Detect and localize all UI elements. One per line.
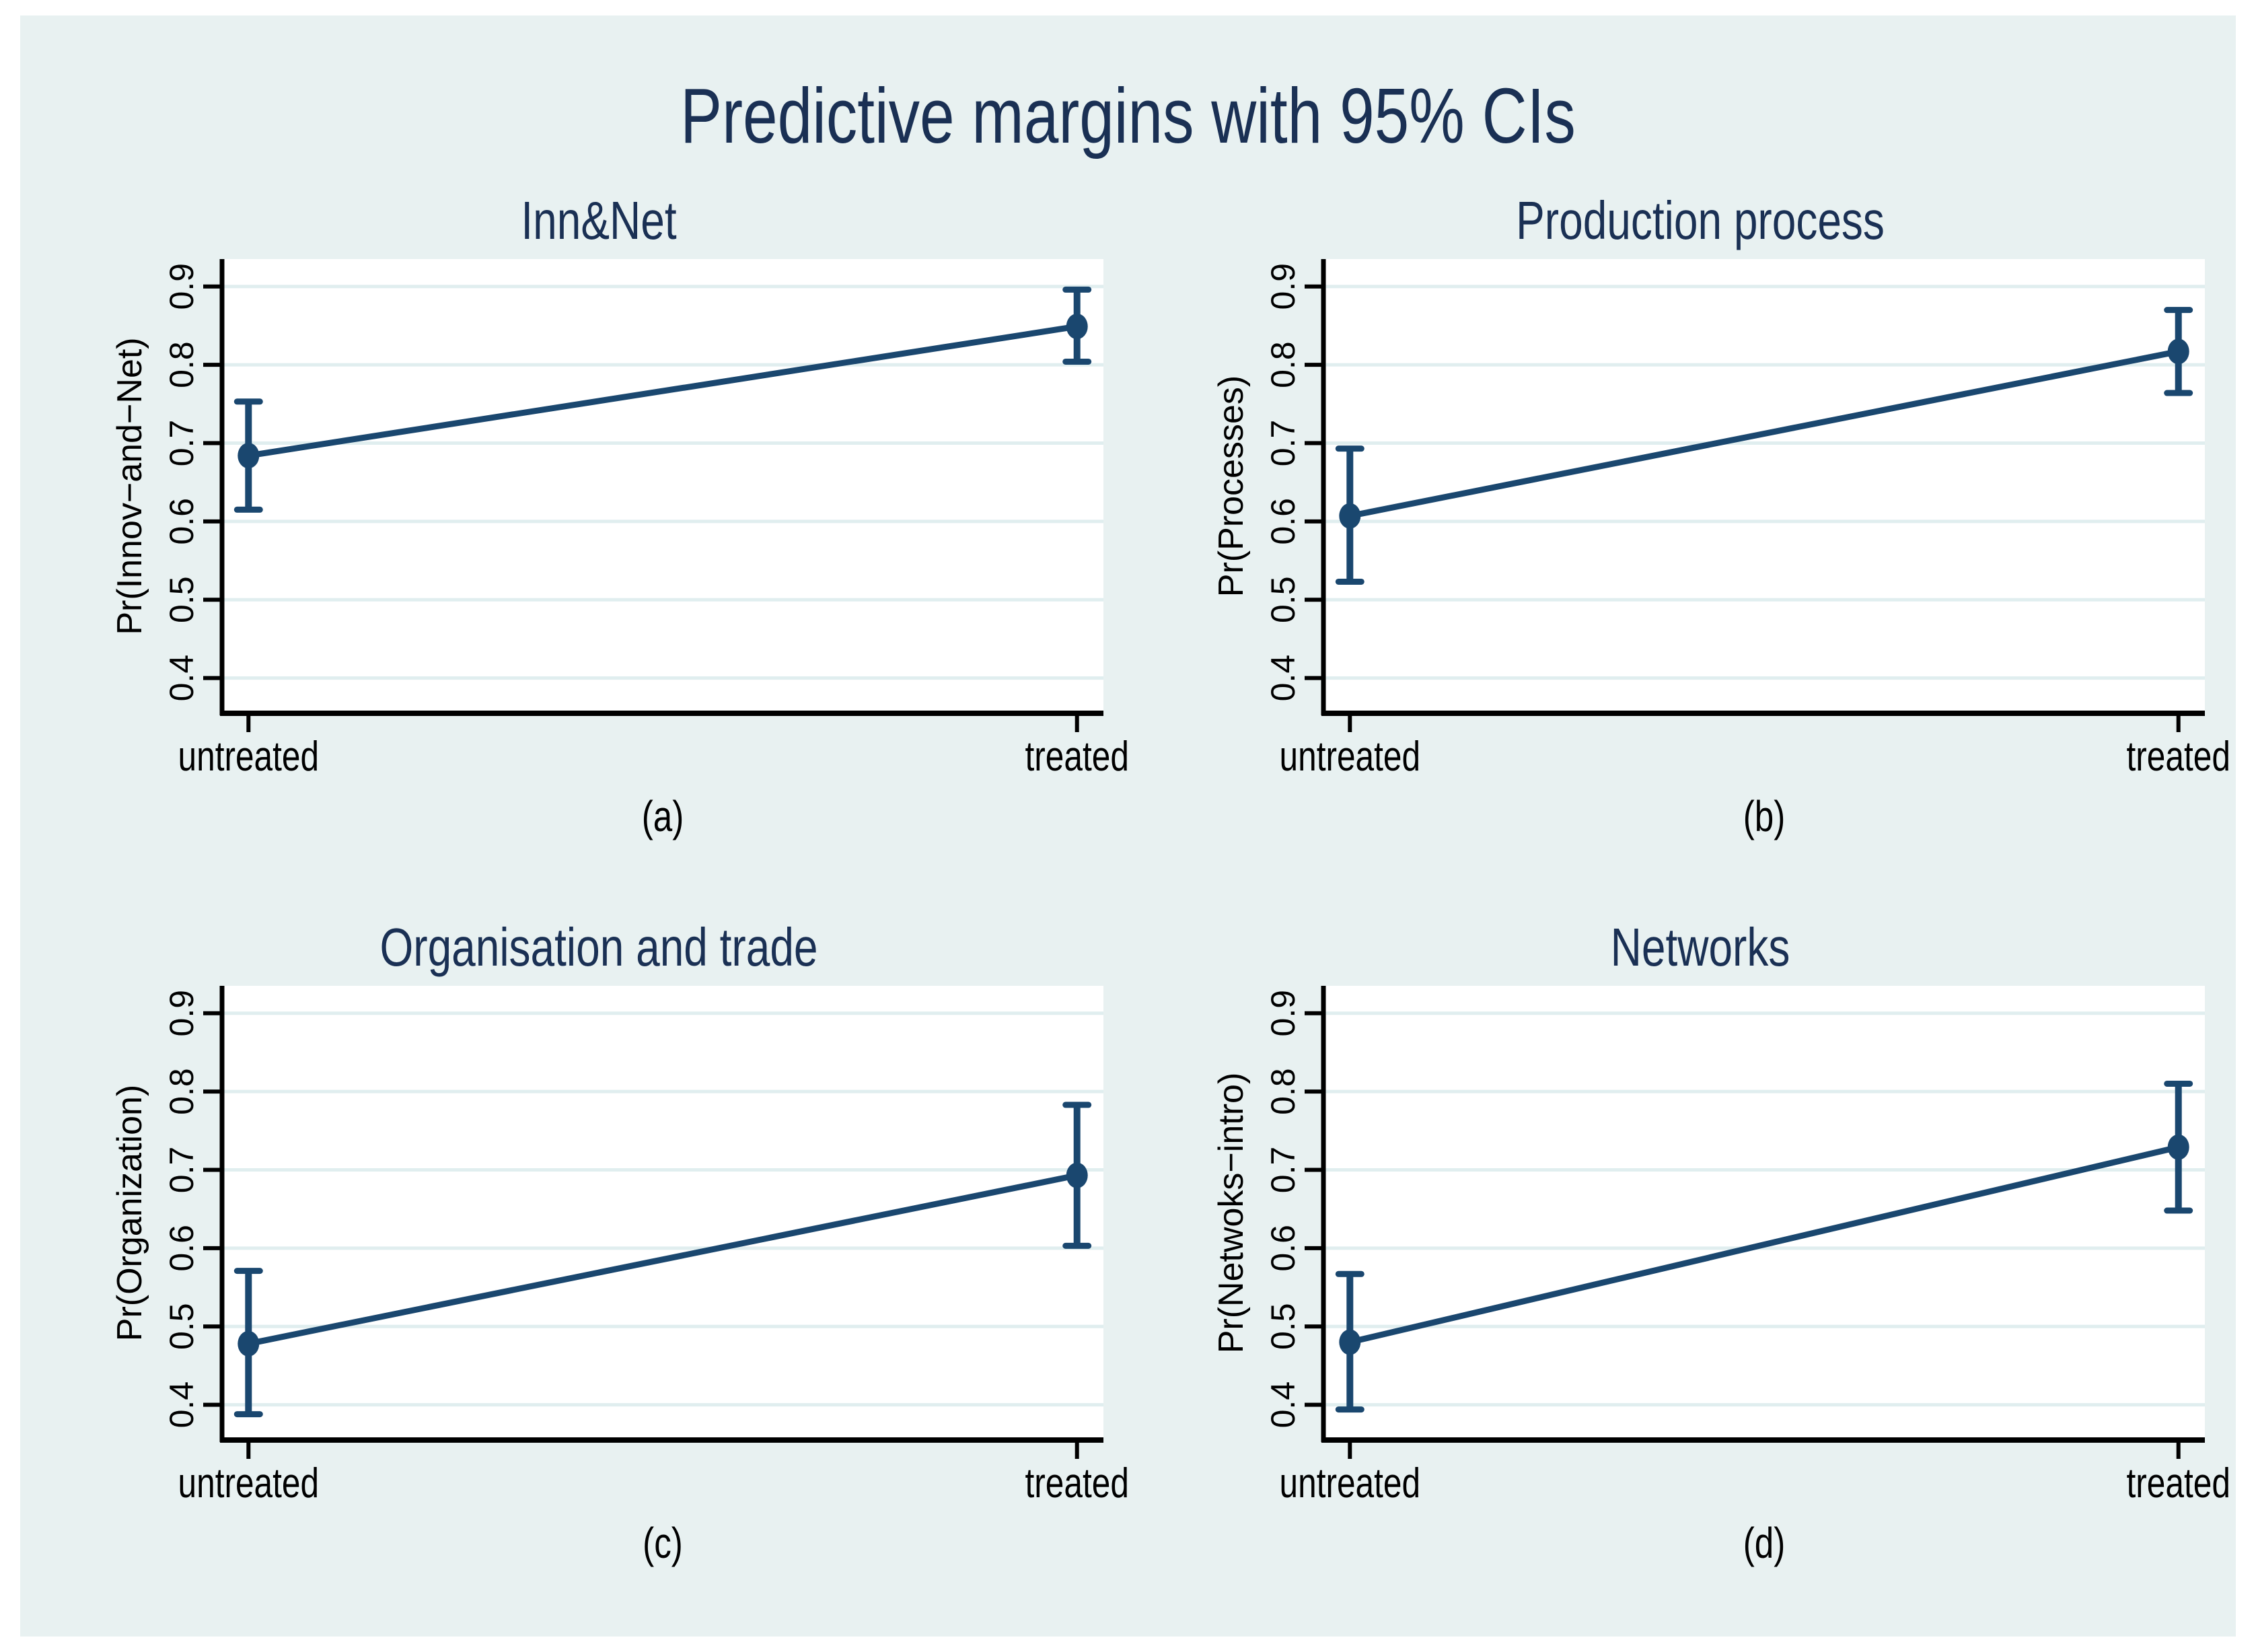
series-line <box>1346 1144 2182 1346</box>
y-tick-label: 0.6 <box>1264 1225 1302 1272</box>
panel-d-plot: 0.4 0.5 0.6 0.7 0.8 0.9 untreated treated Networ… <box>1212 917 2230 1568</box>
panel-caption: (c) <box>643 1520 683 1568</box>
y-tick-label: 0.6 <box>163 1225 201 1272</box>
plot-area-background <box>1323 259 2205 713</box>
y-tick-label: 0.9 <box>163 990 201 1037</box>
x-tick-label: untreated <box>1280 733 1421 780</box>
panel-caption: (a) <box>642 793 684 841</box>
panel-d: 0.4 0.5 0.6 0.7 0.8 0.9 untreated treated Networ… <box>1128 895 2232 1568</box>
y-tick-label: 0.7 <box>163 420 201 467</box>
y-tick-label: 0.9 <box>1264 263 1302 310</box>
x-tick-label: untreated <box>178 733 320 780</box>
figure-title: Predictive margins with 95% CIs <box>680 72 1576 159</box>
y-axis-title: Pr(Processes) <box>1212 375 1251 597</box>
panel-a: 0.4 0.5 0.6 0.7 0.8 0.9 untreated treated Inn&Ne… <box>27 168 1130 841</box>
panel-b: 0.4 0.5 0.6 0.7 0.8 0.9 untreated treated Produc… <box>1128 168 2232 841</box>
series-line <box>245 323 1081 459</box>
y-tick-label: 0.4 <box>1264 655 1302 702</box>
panel-a-plot: 0.4 0.5 0.6 0.7 0.8 0.9 untreated treated Inn&Ne… <box>110 190 1129 841</box>
data-point-treated <box>1066 1162 1088 1188</box>
panel-subtitle: Networks <box>1611 917 1790 977</box>
x-tick-label: untreated <box>178 1460 320 1507</box>
x-tick-label: treated <box>2127 733 2230 780</box>
y-tick-label: 0.4 <box>163 1381 201 1429</box>
x-tick-label: treated <box>1025 1460 1129 1507</box>
plot-area-background <box>222 259 1103 713</box>
y-tick-label: 0.4 <box>1264 1381 1302 1429</box>
panel-caption: (d) <box>1743 1520 1786 1568</box>
y-tick-label: 0.8 <box>1264 341 1302 388</box>
y-axis-title: Pr(Netwoks−intro) <box>1212 1073 1251 1354</box>
panel-caption: (b) <box>1743 793 1786 841</box>
y-tick-label: 0.5 <box>1264 576 1302 623</box>
plot-area-background <box>1323 986 2205 1440</box>
data-point-treated <box>1066 314 1088 340</box>
y-tick-label: 0.6 <box>163 498 201 545</box>
y-axis-title: Pr(Innov−and−Net) <box>110 337 149 635</box>
data-point-treated <box>2167 338 2189 365</box>
plot-area-background <box>222 986 1103 1440</box>
data-point-untreated <box>1339 1329 1361 1355</box>
series-line <box>245 1172 1081 1347</box>
y-tick-label: 0.7 <box>1264 1147 1302 1194</box>
y-tick-label: 0.6 <box>1264 498 1302 545</box>
data-point-untreated <box>238 443 260 469</box>
y-tick-label: 0.8 <box>163 341 201 388</box>
panel-c-plot: 0.4 0.5 0.6 0.7 0.8 0.9 untreated treated Organi… <box>110 917 1129 1568</box>
y-tick-label: 0.8 <box>163 1068 201 1115</box>
x-tick-label: treated <box>1025 733 1129 780</box>
y-tick-label: 0.7 <box>163 1147 201 1194</box>
y-tick-label: 0.9 <box>1264 990 1302 1037</box>
panel-subtitle: Organisation and trade <box>379 917 817 977</box>
panel-b-plot: 0.4 0.5 0.6 0.7 0.8 0.9 untreated treated Produc… <box>1212 190 2230 841</box>
data-point-untreated <box>238 1330 260 1357</box>
y-axis-title: Pr(Organization) <box>110 1085 149 1341</box>
y-tick-label: 0.9 <box>163 263 201 310</box>
y-tick-label: 0.5 <box>1264 1303 1302 1350</box>
x-tick-label: treated <box>2127 1460 2230 1507</box>
y-tick-label: 0.5 <box>163 576 201 623</box>
data-point-untreated <box>1339 503 1361 529</box>
y-tick-label: 0.5 <box>163 1303 201 1350</box>
panel-c: 0.4 0.5 0.6 0.7 0.8 0.9 untreated treated Organi… <box>27 895 1130 1568</box>
y-tick-label: 0.7 <box>1264 420 1302 467</box>
y-tick-label: 0.8 <box>1264 1068 1302 1115</box>
x-tick-label: untreated <box>1280 1460 1421 1507</box>
y-tick-label: 0.4 <box>163 655 201 702</box>
series-line <box>1346 348 2182 519</box>
figure-canvas: Predictive margins with 95% CIs 0.4 0.5 0.… <box>20 15 2236 1637</box>
panel-subtitle: Production process <box>1516 190 1885 250</box>
data-point-treated <box>2167 1134 2189 1160</box>
panel-subtitle: Inn&Net <box>521 190 676 250</box>
